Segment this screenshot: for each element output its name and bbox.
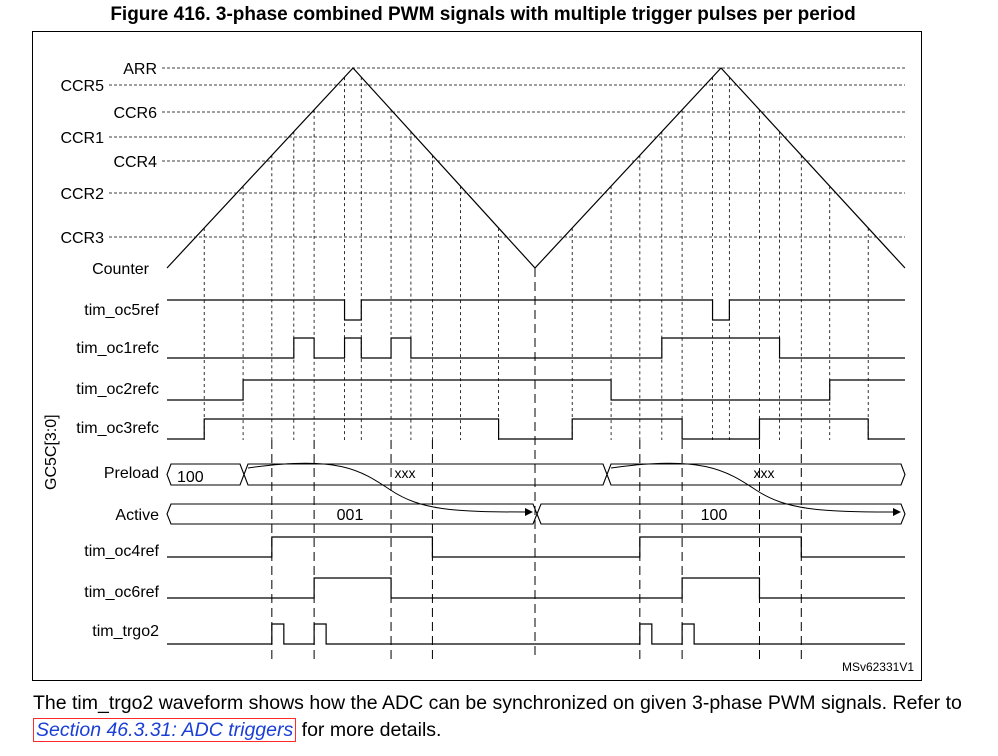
signal-tim_oc4ref — [167, 536, 905, 558]
signal-label-tim_trgo2: tim_trgo2 — [92, 623, 159, 640]
signal-label-tim_oc1refc: tim_oc1refc — [76, 340, 159, 357]
timing-diagram: ARR CCR5 CCR6 CCR1 CCR4 CCR2 CCR3 Counter tim_oc… — [43, 61, 914, 674]
preload-value-1: 100 — [177, 469, 204, 486]
transfer-arrowhead-2 — [893, 508, 901, 516]
signal-label-tim_oc6ref: tim_oc6ref — [84, 584, 159, 601]
caption-text-end: for more details. — [296, 719, 442, 741]
group-label-gc5c: GC5C[3:0] — [43, 414, 60, 490]
signal-label-tim_oc4ref: tim_oc4ref — [84, 543, 159, 560]
level-label-ccr1: CCR1 — [60, 130, 104, 147]
counter-label: Counter — [92, 261, 150, 278]
signal-tim_trgo2 — [167, 623, 905, 645]
caption-text: The tim_trgo2 waveform shows how the ADC… — [33, 692, 962, 714]
transfer-curve-1 — [247, 462, 528, 513]
active-label: Active — [115, 507, 159, 524]
caption: The tim_trgo2 waveform shows how the ADC… — [33, 690, 973, 744]
transfer-arrowhead-1 — [525, 508, 533, 516]
preload-label: Preload — [104, 465, 159, 482]
figure-frame — [32, 31, 922, 681]
preload-bus-seg-3 — [606, 463, 906, 486]
level-label-ccr3: CCR3 — [60, 230, 104, 247]
active-bus-seg-2 — [536, 503, 906, 525]
level-label-ccr2: CCR2 — [60, 186, 104, 203]
signal-tim_oc6ref — [167, 577, 905, 599]
level-label-ccr6: CCR6 — [113, 105, 157, 122]
counter-waveform — [166, 67, 906, 269]
signal-label-tim_oc2refc: tim_oc2refc — [76, 381, 159, 398]
section-link[interactable]: Section 46.3.31: ADC triggers — [33, 718, 297, 742]
level-label-ccr5: CCR5 — [60, 78, 104, 95]
signal-tim_oc5ref — [167, 299, 905, 321]
signal-tim_oc3refc — [167, 418, 905, 440]
signal-tim_oc1refc — [167, 337, 905, 359]
level-label-ccr4: CCR4 — [113, 154, 157, 171]
transfer-curve-2 — [610, 462, 896, 513]
active-value-2: 100 — [701, 507, 728, 524]
figure-title: Figure 416. 3-phase combined PWM signals… — [110, 4, 856, 25]
signal-label-tim_oc3refc: tim_oc3refc — [76, 420, 159, 437]
preload-value-3: xxx — [754, 465, 775, 481]
signal-tim_oc2refc — [167, 379, 905, 401]
preload-value-2: xxx — [395, 465, 416, 481]
preload-bus-seg-2 — [243, 463, 608, 486]
level-label-arr: ARR — [123, 61, 157, 78]
signal-label-tim_oc5ref: tim_oc5ref — [84, 302, 159, 319]
version-tag: MSv62331V1 — [842, 660, 914, 674]
active-value-1: 001 — [337, 507, 364, 524]
